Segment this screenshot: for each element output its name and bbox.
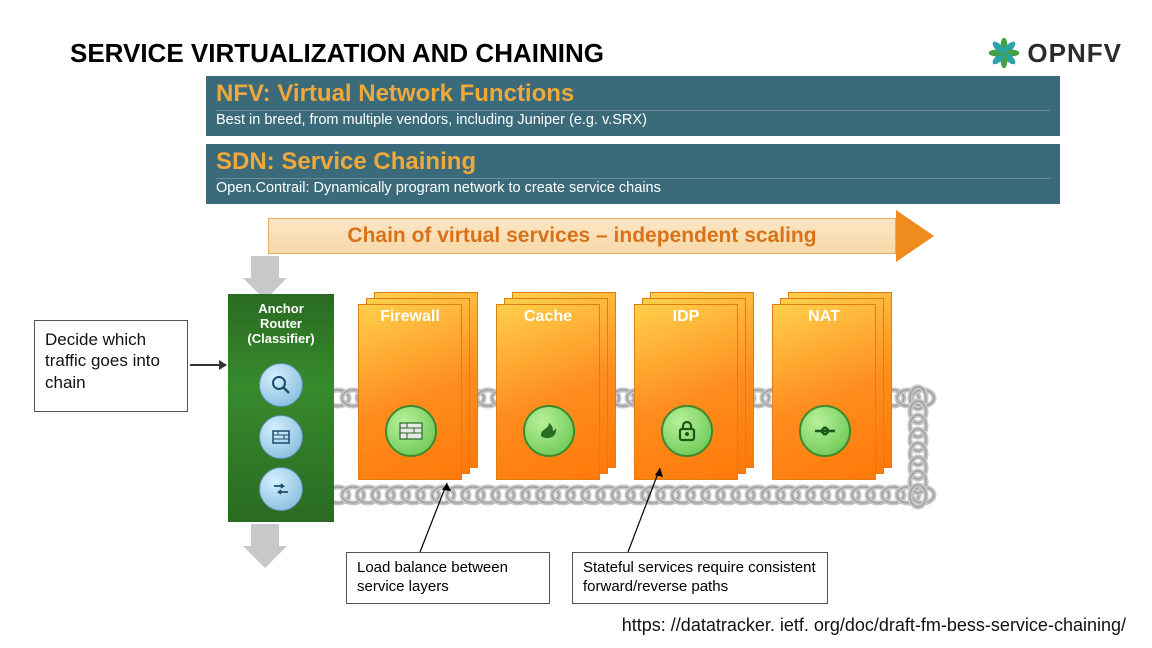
logo-text: OPNFV: [1027, 38, 1122, 69]
idp-icon: [661, 405, 713, 457]
anchor-label-3: (Classifier): [228, 332, 334, 347]
decide-note: Decide which traffic goes into chain: [34, 320, 188, 412]
chain-banner: Chain of virtual services – independent …: [268, 218, 896, 254]
page-title: SERVICE VIRTUALIZATION AND CHAINING: [70, 38, 604, 69]
service-firewall: Firewall: [358, 292, 478, 484]
sdn-subtitle: Open.Contrail: Dynamically program netwo…: [216, 180, 1050, 196]
service-nat: NAT: [772, 292, 892, 484]
opnfv-logo: OPNFV: [987, 36, 1122, 70]
service-cache: Cache: [496, 292, 616, 484]
grey-arrow-down-icon: [251, 524, 279, 568]
sdn-band: SDN: Service Chaining Open.Contrail: Dyn…: [206, 144, 1060, 204]
anchor-classifier-block: Anchor Router (Classifier): [228, 294, 334, 522]
service-label: Firewall: [358, 308, 462, 326]
nfv-band: NFV: Virtual Network Functions Best in b…: [206, 76, 1060, 136]
banner-arrowhead-icon: [896, 210, 934, 262]
magnifier-icon: [259, 363, 303, 407]
header: SERVICE VIRTUALIZATION AND CHAINING OPNF…: [70, 36, 1122, 70]
service-label: NAT: [772, 308, 876, 326]
footer-url: https: //datatracker. ietf. org/doc/draf…: [622, 615, 1126, 636]
service-label: Cache: [496, 308, 600, 326]
service-label: IDP: [634, 308, 738, 326]
loadbalance-note: Load balance between service layers: [346, 552, 550, 604]
anchor-label-2: Router: [228, 317, 334, 332]
firewall-mini-icon: [259, 415, 303, 459]
stateful-note: Stateful services require consistent for…: [572, 552, 828, 604]
cache-icon: [523, 405, 575, 457]
decide-arrow-icon: [190, 364, 226, 366]
anchor-label-1: Anchor: [228, 302, 334, 317]
sdn-title: SDN: Service Chaining: [216, 148, 1050, 179]
firewall-icon: [385, 405, 437, 457]
chain-banner-text: Chain of virtual services – independent …: [347, 224, 816, 248]
service-idp: IDP: [634, 292, 754, 484]
nfv-title: NFV: Virtual Network Functions: [216, 80, 1050, 111]
logo-flower-icon: [987, 36, 1021, 70]
nat-icon: [799, 405, 851, 457]
switch-mini-icon: [259, 467, 303, 511]
nfv-subtitle: Best in breed, from multiple vendors, in…: [216, 112, 1050, 128]
